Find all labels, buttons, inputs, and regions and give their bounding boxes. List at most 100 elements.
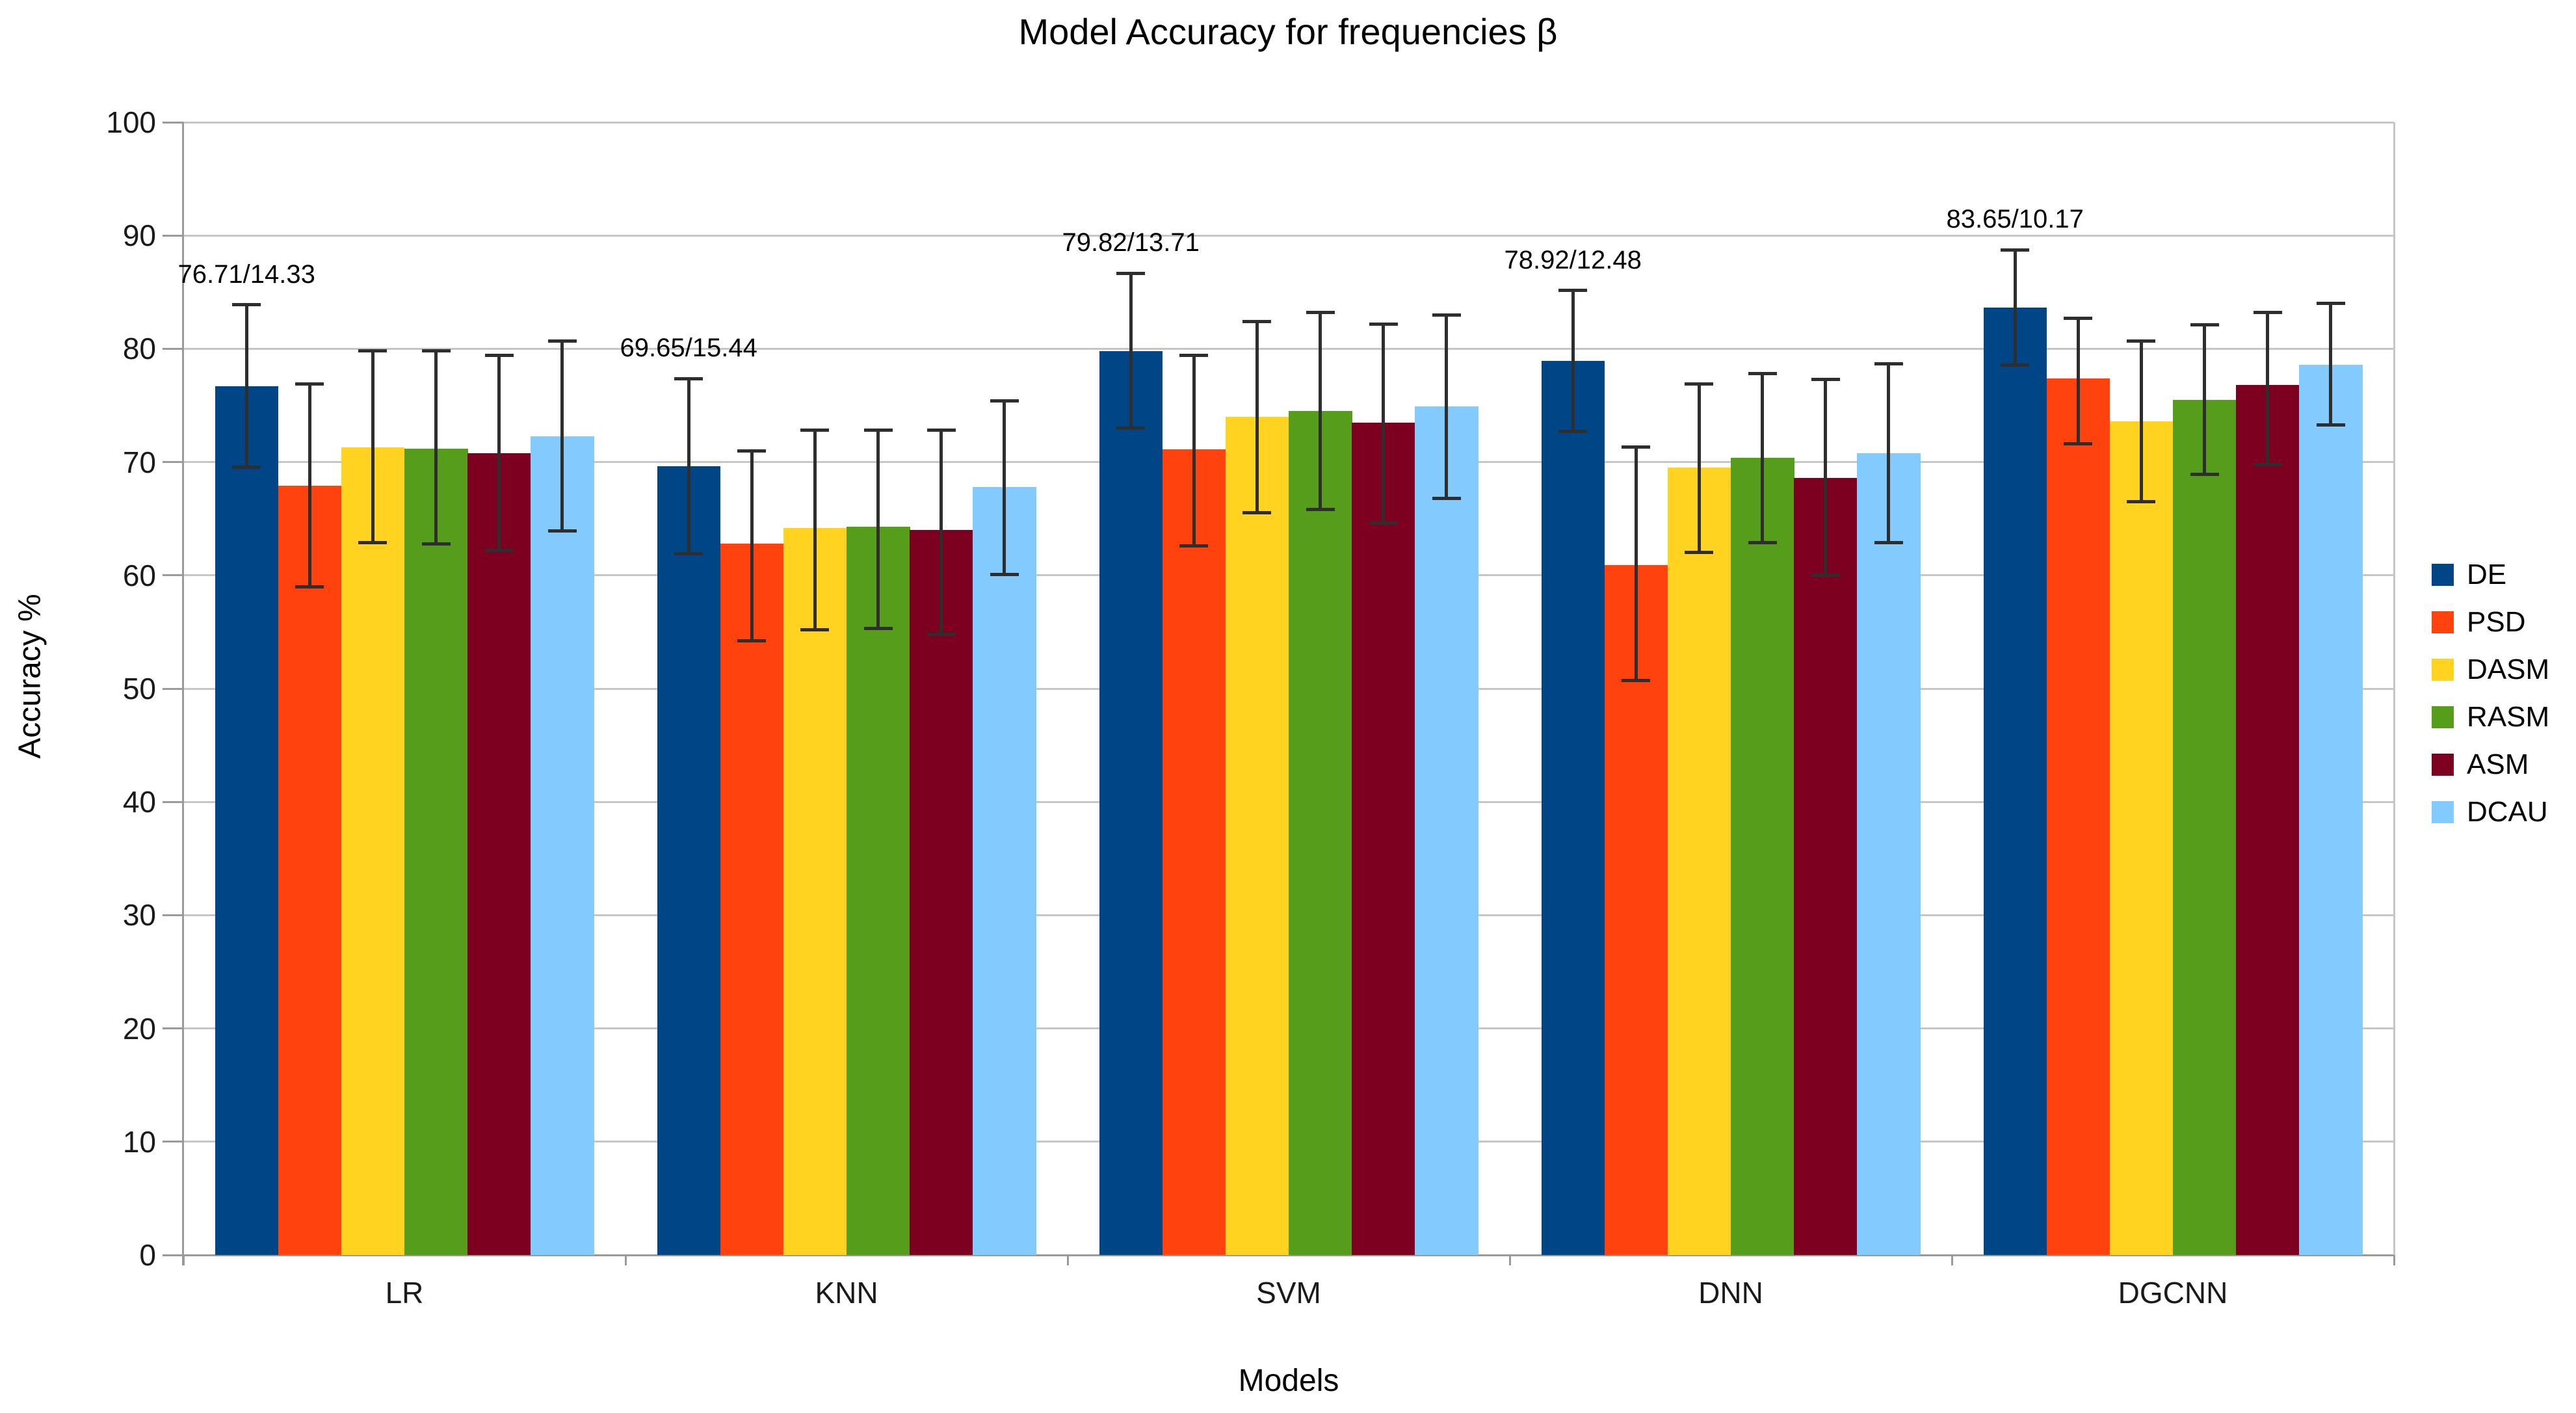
errorbar-dnn-dcau-cap-bottom [1874, 540, 1903, 544]
bar-svm-dasm [1225, 416, 1289, 1255]
errorbar-dnn-de-cap-bottom [1558, 430, 1588, 434]
errorbar-lr-de-cap-top [232, 303, 261, 307]
bar-lr-asm [467, 453, 531, 1255]
errorbar-dgcnn-psd-cap-top [2064, 316, 2093, 320]
errorbar-dnn-dasm-stem [1697, 384, 1701, 553]
errorbar-lr-dasm-cap-top [358, 349, 388, 353]
errorbar-dgcnn-de-cap-top [2001, 248, 2030, 252]
chart-title: Model Accuracy for frequencies β [1018, 11, 1558, 52]
errorbar-dnn-rasm-cap-bottom [1748, 540, 1777, 544]
bar-svm-de [1099, 350, 1163, 1255]
errorbar-knn-asm-stem [940, 430, 943, 635]
legend-swatch-dcau [2432, 801, 2454, 823]
gridline [183, 234, 2394, 237]
errorbar-svm-dasm-stem [1255, 321, 1259, 513]
bar-lr-de [215, 386, 279, 1255]
errorbar-svm-psd-cap-bottom [1179, 544, 1209, 548]
bar-lr-dcau [531, 436, 594, 1255]
errorbar-svm-dcau-cap-top [1432, 313, 1461, 317]
bar-knn-dcau [973, 486, 1036, 1255]
x-axis-line [183, 1254, 2394, 1256]
errorbar-dgcnn-dasm-stem [2139, 341, 2143, 502]
errorbar-knn-dcau-cap-top [990, 399, 1019, 403]
y-axis-tick [163, 347, 183, 350]
legend-swatch-de [2432, 564, 2454, 586]
errorbar-dnn-psd-cap-top [1622, 445, 1651, 449]
errorbar-dnn-rasm-cap-top [1748, 372, 1777, 376]
legend-item-de: DE [2432, 561, 2506, 589]
errorbar-lr-dasm-stem [371, 350, 375, 543]
y-tick-label: 80 [122, 332, 156, 366]
bar-lr-rasm [404, 448, 468, 1255]
bar-knn-rasm [847, 526, 910, 1255]
errorbar-knn-asm-cap-bottom [927, 632, 956, 636]
x-tick-label-svm: SVM [1256, 1276, 1321, 1310]
errorbar-svm-de-stem [1129, 273, 1133, 429]
errorbar-knn-asm-cap-top [927, 429, 956, 432]
errorbar-knn-dcau-cap-bottom [990, 572, 1019, 576]
errorbar-knn-de-cap-bottom [674, 551, 703, 555]
y-axis-line [182, 122, 184, 1265]
x-axis-tick [1066, 1255, 1069, 1265]
errorbar-svm-rasm-cap-top [1306, 311, 1335, 315]
bar-dgcnn-rasm [2173, 399, 2237, 1255]
errorbar-svm-dcau-stem [1445, 315, 1449, 499]
x-axis-title: Models [1238, 1364, 1339, 1398]
errorbar-lr-asm-cap-bottom [484, 548, 514, 552]
errorbar-svm-asm-cap-bottom [1369, 522, 1398, 525]
bar-dnn-dcau [1857, 453, 1921, 1255]
legend-item-dasm: DASM [2432, 655, 2549, 684]
legend-label-de: DE [2467, 559, 2507, 590]
y-tick-label: 0 [139, 1238, 156, 1272]
y-axis-tick [163, 121, 183, 124]
x-tick-label-dgcnn: DGCNN [2118, 1276, 2228, 1310]
x-tick-label-lr: LR [385, 1276, 424, 1310]
errorbar-dnn-asm-cap-top [1811, 377, 1840, 381]
errorbar-dnn-dcau-cap-top [1874, 362, 1903, 365]
errorbar-dgcnn-asm-stem [2266, 312, 2270, 465]
x-axis-tick [2393, 1255, 2395, 1265]
x-axis-tick [182, 1255, 185, 1265]
errorbar-knn-dasm-cap-top [800, 429, 830, 432]
errorbar-dgcnn-dcau-cap-bottom [2316, 423, 2345, 427]
errorbar-lr-psd-cap-bottom [295, 585, 324, 588]
bar-dnn-rasm [1731, 457, 1794, 1255]
errorbar-knn-psd-cap-top [737, 449, 767, 453]
legend-swatch-asm [2432, 754, 2454, 776]
bar-dnn-de [1541, 361, 1605, 1255]
errorbar-dnn-rasm-stem [1761, 373, 1765, 543]
errorbar-lr-asm-cap-top [484, 354, 514, 358]
errorbar-knn-rasm-stem [876, 430, 880, 629]
y-axis-tick [163, 461, 183, 464]
y-axis-tick [163, 574, 183, 577]
y-tick-label: 70 [122, 445, 156, 479]
y-tick-label: 20 [122, 1011, 156, 1046]
annotation-dnn: 78.92/12.48 [1504, 245, 1642, 274]
errorbar-lr-asm-stem [497, 355, 501, 551]
y-tick-label: 30 [122, 898, 156, 932]
legend-label-dcau: DCAU [2467, 796, 2548, 828]
errorbar-dgcnn-asm-cap-bottom [2253, 462, 2282, 466]
bar-knn-psd [720, 544, 784, 1255]
errorbar-knn-dasm-stem [813, 430, 817, 630]
errorbar-dnn-dasm-cap-bottom [1685, 551, 1714, 555]
errorbar-lr-psd-stem [308, 384, 311, 587]
plot-right-border [2393, 122, 2395, 1255]
y-axis-tick [163, 687, 183, 690]
y-tick-label: 50 [122, 672, 156, 706]
errorbar-lr-dcau-cap-bottom [547, 529, 577, 533]
errorbar-dgcnn-dasm-cap-bottom [2127, 500, 2156, 504]
errorbar-svm-psd-stem [1192, 355, 1196, 546]
bar-dgcnn-asm [2236, 385, 2300, 1255]
errorbar-dgcnn-rasm-stem [2203, 324, 2207, 475]
errorbar-dgcnn-rasm-cap-top [2190, 323, 2219, 327]
errorbar-svm-rasm-stem [1319, 312, 1322, 510]
bar-knn-asm [910, 530, 973, 1255]
bar-dgcnn-dcau [2299, 364, 2363, 1255]
errorbar-dgcnn-dasm-cap-top [2127, 339, 2156, 343]
errorbar-dgcnn-asm-cap-top [2253, 311, 2282, 315]
legend-label-psd: PSD [2467, 606, 2526, 638]
bar-knn-de [657, 466, 721, 1255]
errorbar-knn-dasm-cap-bottom [800, 627, 830, 631]
